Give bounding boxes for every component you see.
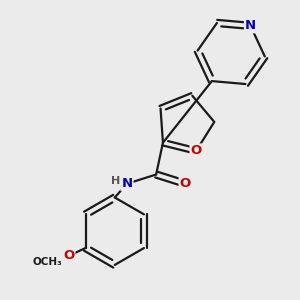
Text: OCH₃: OCH₃ [32,257,62,267]
Text: N: N [122,177,133,190]
Text: O: O [180,177,191,190]
Text: O: O [63,249,74,262]
Text: O: O [190,144,202,158]
Text: H: H [111,176,120,186]
Text: N: N [245,20,256,32]
